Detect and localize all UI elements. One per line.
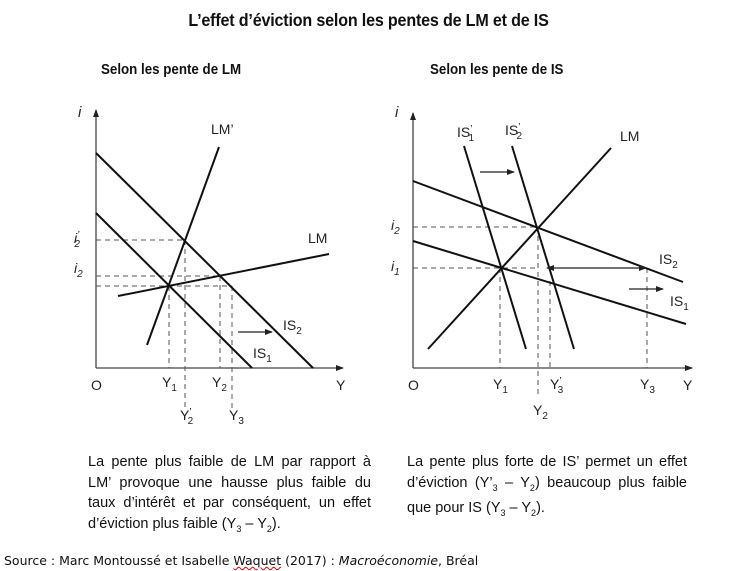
left-lm-label: LM	[308, 230, 327, 246]
right-origin-label: O	[408, 377, 419, 393]
right-is-prime2-curve	[511, 145, 575, 350]
left-i2-label: i2	[74, 260, 83, 280]
left-i-label: i	[78, 104, 82, 121]
left-y3-label: Y3	[229, 407, 244, 427]
left-chart: i LM’ LM IS2 IS1 i’ 2 i2 O Y Y1 Y2 Y’ 2 Y3	[73, 104, 346, 427]
left-lm-prime-curve	[146, 146, 220, 346]
right-is-prime1-label: IS’ 1	[457, 124, 474, 144]
right-i1-label: i1	[391, 258, 400, 278]
left-lm-curve	[117, 253, 330, 297]
right-chart: i IS’ 1 IS’ 2 LM IS2 IS1 i2 i1 O Y Y1 Y2 Y…	[391, 104, 693, 422]
right-y1-label: Y1	[493, 376, 508, 396]
left-is2-curve	[95, 152, 314, 369]
right-panel-subtitle: Selon les pente de IS	[430, 62, 564, 78]
right-y3-prime-label: Y’ 3	[550, 376, 564, 396]
right-is-prime1-curve	[463, 145, 527, 350]
figure-title: L’effet d’éviction selon les pentes de L…	[188, 10, 549, 30]
right-i-label: i	[395, 104, 399, 121]
left-is2-label: IS2	[283, 317, 302, 337]
right-is-prime2-label: IS’ 2	[505, 122, 522, 142]
right-lm-label: LM	[620, 128, 639, 144]
right-y2-label: Y2	[533, 402, 548, 422]
left-y2-label: Y2	[212, 374, 227, 394]
right-caption: La pente plus forte de IS’ permet un eff…	[407, 454, 687, 518]
right-lm-curve	[427, 147, 612, 350]
right-dashed-guides	[413, 226, 648, 398]
left-origin-label: O	[91, 377, 102, 393]
right-y-axis-label: Y	[683, 377, 693, 393]
left-y1-label: Y1	[162, 374, 177, 394]
left-y2-prime-label: Y’ 2	[180, 407, 194, 427]
right-i2-label: i2	[391, 217, 400, 237]
source-citation: Source : Marc Montoussé et Isabelle Waqu…	[4, 553, 479, 568]
left-caption: La pente plus faible de LM par rapport à…	[88, 454, 371, 534]
left-y-axis-label: Y	[336, 377, 346, 393]
right-y3-label: Y3	[640, 376, 655, 396]
left-is1-label: IS1	[253, 345, 272, 365]
right-is1-label: IS1	[670, 293, 689, 313]
left-i2-prime-label: i’ 2	[73, 230, 80, 250]
left-is1-curve	[95, 212, 253, 369]
right-is2-label: IS2	[659, 251, 678, 271]
left-panel-subtitle: Selon les pente de LM	[101, 62, 242, 78]
left-lm-prime-label: LM’	[211, 121, 234, 137]
right-is1-curve	[412, 240, 687, 325]
